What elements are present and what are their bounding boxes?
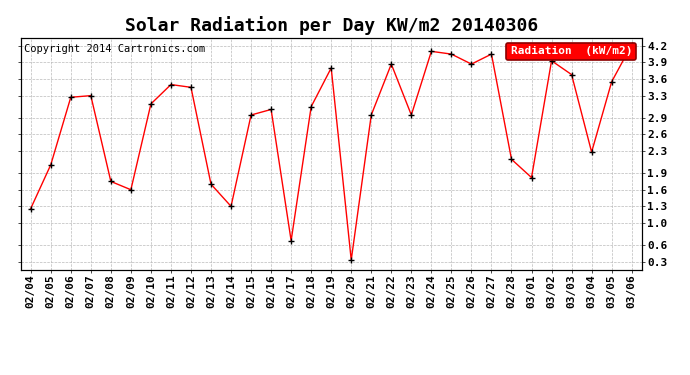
- Text: Copyright 2014 Cartronics.com: Copyright 2014 Cartronics.com: [23, 45, 205, 54]
- Title: Solar Radiation per Day KW/m2 20140306: Solar Radiation per Day KW/m2 20140306: [125, 16, 538, 34]
- Legend: Radiation  (kW/m2): Radiation (kW/m2): [506, 43, 636, 60]
